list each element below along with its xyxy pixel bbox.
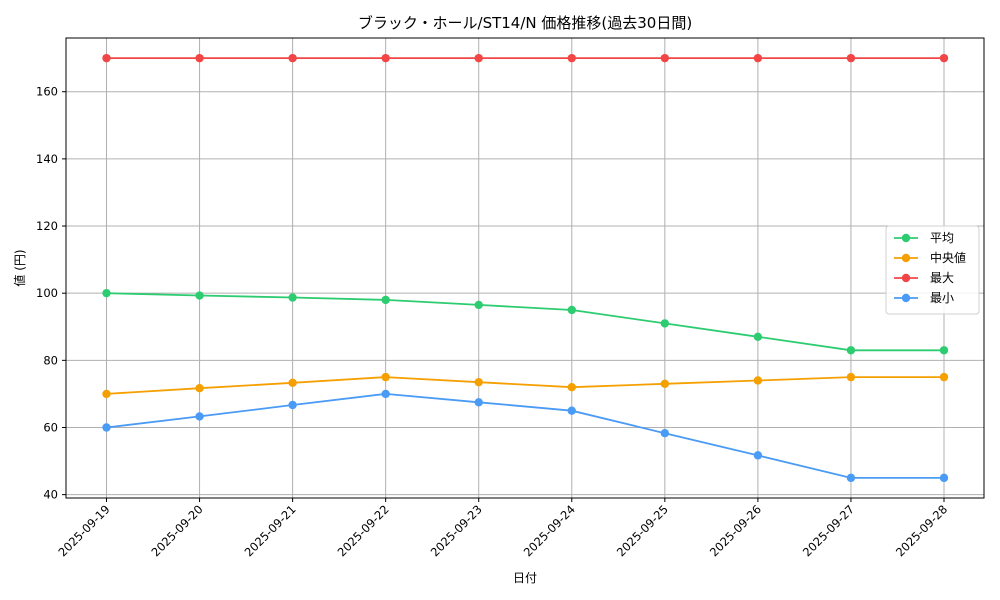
- legend-marker: [901, 253, 911, 263]
- legend-marker: [901, 293, 911, 303]
- data-point: [753, 451, 763, 460]
- legend-item: 中央値: [894, 250, 966, 265]
- data-point: [288, 378, 297, 388]
- series-2: [102, 53, 949, 63]
- grid: [66, 38, 984, 498]
- data-point: [753, 376, 763, 385]
- data-point: [753, 332, 763, 342]
- data-point: [939, 53, 949, 63]
- data-point: [753, 53, 763, 63]
- data-point: [939, 372, 949, 382]
- data-point: [474, 398, 483, 407]
- y-tick-label: 160: [36, 85, 58, 99]
- data-point: [474, 53, 483, 63]
- data-point: [567, 382, 576, 392]
- x-tick-label: 2025-09-23: [428, 502, 485, 559]
- series-line: [106, 392, 944, 479]
- series-3: [102, 389, 949, 483]
- data-point: [474, 377, 483, 387]
- data-point: [381, 389, 390, 399]
- legend-box: [885, 225, 980, 315]
- series-group: [102, 53, 949, 483]
- data-point: [846, 53, 856, 63]
- y-tick-label: 100: [36, 286, 58, 300]
- y-tick-label: 80: [43, 353, 58, 367]
- y-tick-label: 60: [43, 420, 58, 434]
- x-tick-label: 2025-09-25: [614, 502, 671, 559]
- data-point: [288, 400, 297, 410]
- data-point: [846, 372, 856, 382]
- chart-title: ブラック・ホール/ST14/N 価格推移(過去30日間): [358, 14, 692, 32]
- data-point: [102, 53, 111, 63]
- data-point: [288, 53, 297, 63]
- legend-item: 平均: [894, 231, 954, 245]
- data-point: [195, 412, 204, 421]
- data-point: [660, 319, 670, 328]
- data-point: [381, 53, 390, 63]
- data-point: [567, 53, 576, 63]
- legend-label: 中央値: [930, 250, 966, 265]
- legend-item: 最大: [894, 271, 954, 285]
- data-point: [195, 291, 204, 300]
- x-tick-label: 2025-09-19: [55, 502, 112, 559]
- legend-marker: [901, 273, 911, 283]
- x-tick-label: 2025-09-26: [707, 502, 764, 559]
- series-line: [106, 292, 944, 352]
- y-tick-label: 40: [43, 488, 58, 502]
- plot-frame: [65, 37, 985, 499]
- series-line: [106, 376, 944, 395]
- data-point: [846, 473, 856, 483]
- x-axis-label: 日付: [513, 571, 537, 585]
- data-point: [660, 53, 670, 63]
- x-axis: 2025-09-19 2025-09-20 2025-09-21 2025-09-22…: [55, 498, 950, 559]
- data-point: [939, 346, 949, 355]
- series-0: [102, 288, 949, 355]
- x-tick-label: 2025-09-21: [242, 502, 299, 559]
- legend-item: 最小: [894, 291, 954, 305]
- data-point: [381, 372, 390, 382]
- data-point: [660, 379, 670, 389]
- x-tick-label: 2025-09-28: [893, 502, 950, 559]
- data-point: [567, 305, 576, 315]
- legend-label: 最大: [930, 271, 954, 285]
- data-point: [939, 473, 949, 483]
- x-tick-label: 2025-09-20: [149, 502, 206, 559]
- x-tick-label: 2025-09-24: [521, 502, 578, 559]
- data-point: [102, 288, 111, 298]
- data-point: [288, 293, 297, 302]
- data-point: [567, 406, 576, 415]
- legend-label: 平均: [930, 231, 954, 245]
- data-point: [102, 423, 111, 432]
- data-point: [846, 346, 856, 355]
- y-tick-label: 140: [36, 152, 58, 166]
- y-axis-label: 値 (円): [12, 249, 27, 286]
- y-axis: 40 60 80 100 120 140 160: [36, 85, 66, 502]
- y-tick-label: 120: [36, 219, 58, 233]
- data-point: [381, 295, 390, 305]
- data-point: [195, 53, 204, 63]
- x-tick-label: 2025-09-27: [800, 502, 857, 559]
- legend-marker: [901, 233, 911, 243]
- data-point: [660, 428, 670, 438]
- series-1: [102, 372, 949, 399]
- data-point: [102, 389, 111, 399]
- legend-label: 最小: [930, 291, 954, 305]
- data-point: [474, 300, 483, 310]
- x-tick-label: 2025-09-22: [335, 502, 392, 559]
- data-point: [195, 384, 204, 393]
